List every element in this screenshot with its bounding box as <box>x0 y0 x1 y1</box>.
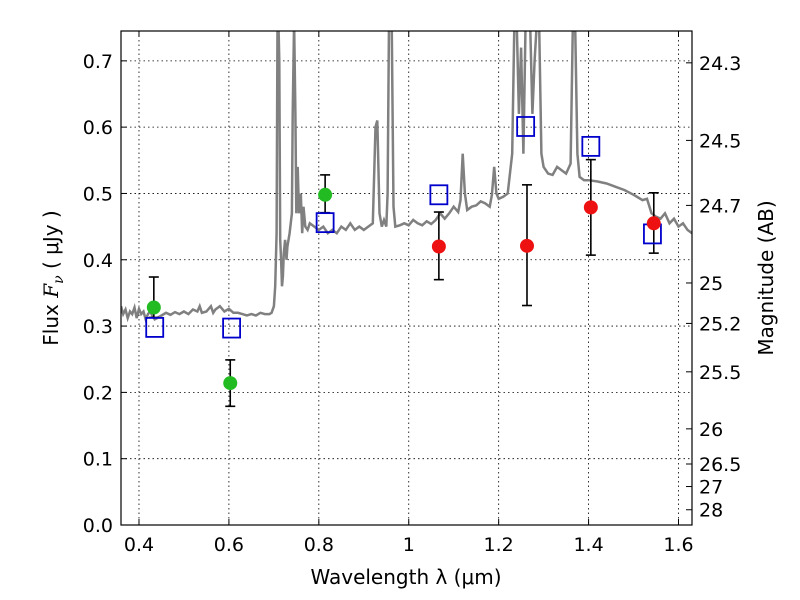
magnitude-tick-label: 26.5 <box>699 454 741 476</box>
y-tick-label: 0.4 <box>83 250 113 272</box>
y-tick-label: 0.1 <box>83 449 113 471</box>
observed-point-red <box>583 200 598 215</box>
y-axis-label-prefix: Flux <box>39 298 63 346</box>
model-photometry-box <box>429 184 449 206</box>
magnitude-tick-label: 24.3 <box>699 53 741 75</box>
y-axis-label: Flux Fν ( μJy ) <box>39 210 67 345</box>
x-tick-labels: 0.4 0.6 0.8 1 1.2 1.4 1.6 <box>124 534 694 556</box>
observed-point-green <box>223 376 238 391</box>
observed-photometry-points <box>146 187 661 391</box>
y-tick-label: 0.5 <box>83 183 113 205</box>
x-tick-label: 0.8 <box>304 534 334 556</box>
axis-ticks <box>121 31 692 526</box>
x-tick-label: 1 <box>403 534 415 556</box>
observed-point-green <box>146 300 161 315</box>
magnitude-tick-label: 27 <box>699 477 723 499</box>
y-tick-labels: 0.0 0.1 0.2 0.3 0.4 0.5 0.6 0.7 <box>83 51 113 537</box>
y-tick-label: 0.3 <box>83 316 113 338</box>
y-tick-label: 0.0 <box>83 515 113 537</box>
magnitude-tick-label: 26 <box>699 419 723 441</box>
observed-point-red <box>646 216 661 231</box>
x-tick-label: 0.6 <box>214 534 244 556</box>
model-photometry-box <box>516 116 536 137</box>
magnitude-tick-label: 24.5 <box>699 130 741 152</box>
model-photometry-box <box>581 135 601 157</box>
observed-point-red <box>431 239 446 254</box>
y-axis-label-symbol: F <box>39 283 63 299</box>
magnitude-tick-label: 24.7 <box>699 195 741 217</box>
right-axis-label: Magnitude (AB) <box>754 200 778 355</box>
x-tick-label: 1.4 <box>573 534 603 556</box>
model-photometry-box <box>315 212 335 234</box>
magnitude-tick-label: 25 <box>699 273 723 295</box>
x-axis-label: Wavelength λ (μm) <box>310 565 501 589</box>
y-axis-label-subscript: ν <box>51 275 67 284</box>
y-tick-label: 0.6 <box>83 117 113 139</box>
magnitude-tick-label: 28 <box>699 500 723 522</box>
model-photometry-box <box>222 317 242 339</box>
x-tick-label: 1.2 <box>484 534 514 556</box>
grid-lines <box>121 31 692 525</box>
y-tick-label: 0.2 <box>83 382 113 404</box>
y-axis-label-suffix: ( μJy ) <box>39 210 63 275</box>
magnitude-tick-label: 25.2 <box>699 313 741 335</box>
observed-point-green <box>318 187 333 202</box>
model-photometry-boxes <box>145 116 662 339</box>
y-tick-label: 0.7 <box>83 51 113 73</box>
x-tick-label: 0.4 <box>124 534 154 556</box>
plot-frame <box>120 30 693 526</box>
x-tick-label: 1.6 <box>663 534 693 556</box>
model-spectrum-line <box>121 31 692 324</box>
model-photometry-box <box>145 316 165 338</box>
observed-point-red <box>519 238 534 253</box>
magnitude-tick-label: 25.5 <box>699 362 741 384</box>
